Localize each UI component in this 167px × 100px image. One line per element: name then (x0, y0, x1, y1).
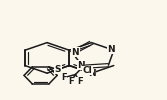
Text: N: N (107, 45, 115, 54)
Text: N: N (88, 70, 95, 78)
Text: F: F (68, 77, 74, 86)
Text: S: S (55, 65, 61, 74)
Text: N: N (72, 48, 79, 57)
Text: F: F (77, 77, 82, 86)
Text: N: N (77, 60, 85, 70)
Text: Cl: Cl (83, 66, 93, 75)
Text: F: F (61, 73, 67, 82)
